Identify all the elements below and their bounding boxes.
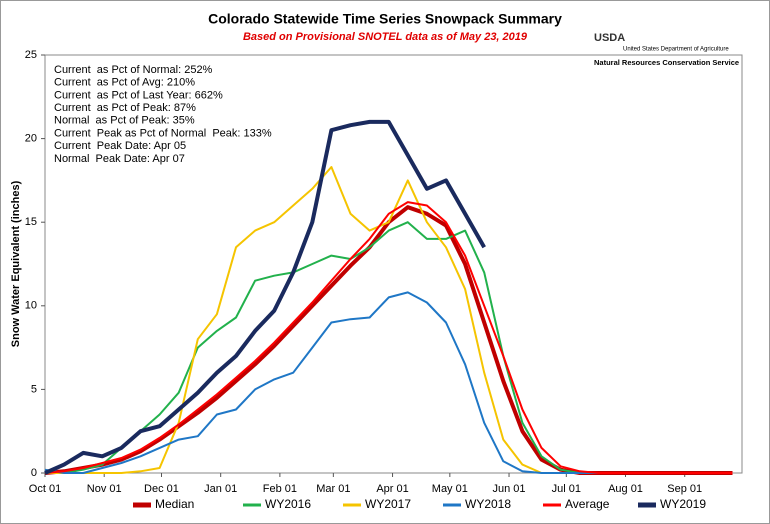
logo-department: United States Department of Agriculture — [623, 47, 729, 53]
y-tick-label: 20 — [25, 133, 37, 145]
x-tick-label: Mar 01 — [316, 483, 350, 495]
annotation: Current Peak Date: Apr 05 — [54, 140, 186, 152]
chart-title: Colorado Statewide Time Series Snowpack … — [208, 11, 562, 27]
x-tick-label: Jan 01 — [204, 483, 237, 495]
x-tick-label: Apr 01 — [376, 483, 408, 495]
annotation: Current as Pct of Peak: 87% — [54, 102, 196, 114]
y-tick-label: 10 — [25, 300, 37, 312]
annotation: Current as Pct of Avg: 210% — [54, 77, 195, 89]
y-tick-label: 5 — [31, 383, 37, 395]
series-line — [44, 119, 486, 475]
y-tick-label: 15 — [25, 216, 37, 228]
annotation-box — [50, 60, 280, 168]
legend-label: WY2019 — [660, 497, 706, 511]
legend-label: Average — [565, 497, 610, 511]
logo-service: Natural Resources Conservation Service — [594, 58, 739, 67]
y-tick-label: 25 — [25, 49, 37, 61]
x-tick-label: Oct 01 — [29, 483, 61, 495]
series-line — [44, 201, 733, 474]
logo-mark: USDA — [594, 32, 625, 44]
x-tick-label: May 01 — [432, 483, 468, 495]
legend-label: WY2017 — [365, 497, 411, 511]
chart-subtitle: Based on Provisional SNOTEL data as of M… — [243, 31, 528, 43]
annotation: Current as Pct of Normal: 252% — [54, 64, 213, 76]
x-tick-label: Dec 01 — [144, 483, 179, 495]
legend-label: WY2016 — [265, 497, 311, 511]
annotation: Normal Peak Date: Apr 07 — [54, 153, 185, 165]
legend-label: Median — [155, 497, 194, 511]
x-tick-label: Sep 01 — [667, 483, 702, 495]
annotation: Current as Pct of Last Year: 662% — [54, 89, 223, 101]
x-tick-label: Feb 01 — [263, 483, 297, 495]
x-tick-label: Nov 01 — [87, 483, 122, 495]
y-tick-label: 0 — [31, 467, 37, 479]
x-tick-label: Jun 01 — [493, 483, 526, 495]
plot-area — [44, 54, 743, 474]
x-tick-label: Jul 01 — [552, 483, 581, 495]
y-axis-label: Snow Water Equivalent (inches) — [10, 180, 22, 347]
annotation: Current Peak as Pct of Normal Peak: 133% — [54, 127, 272, 139]
legend-label: WY2018 — [465, 497, 511, 511]
x-tick-label: Aug 01 — [608, 483, 643, 495]
annotation: Normal as Pct of Peak: 35% — [54, 115, 195, 127]
